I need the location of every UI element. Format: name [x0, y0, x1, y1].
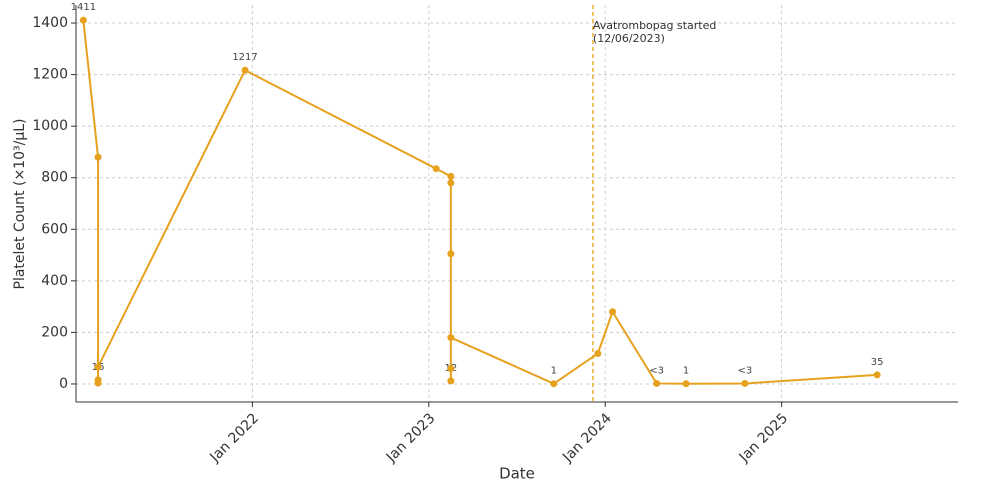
- data-point: [682, 380, 690, 388]
- data-label: <3: [737, 365, 752, 376]
- x-tick-label: Jan 2022: [206, 410, 262, 466]
- data-label: 1411: [71, 2, 96, 13]
- data-label: 1217: [232, 52, 257, 63]
- data-point: [94, 379, 102, 387]
- y-tick-label: 0: [59, 376, 68, 392]
- data-point: [653, 379, 661, 387]
- x-tick-label: Jan 2024: [559, 410, 615, 466]
- data-point: [447, 179, 455, 187]
- y-tick-label: 1000: [32, 118, 68, 134]
- y-tick-label: 1400: [32, 15, 68, 31]
- data-label: 1: [683, 366, 689, 377]
- y-axis-label: Platelet Count (×10³/µL): [12, 119, 28, 290]
- y-tick-label: 400: [41, 273, 68, 289]
- x-tick-label: Jan 2023: [383, 410, 439, 466]
- data-point: [447, 364, 455, 372]
- data-point: [873, 371, 881, 379]
- y-tick-label: 200: [41, 324, 68, 340]
- data-point: [447, 334, 455, 342]
- y-tick-label: 800: [41, 170, 68, 186]
- data-point: [550, 380, 558, 388]
- data-label: <3: [649, 365, 664, 376]
- annotation-subtext: (12/06/2023): [593, 32, 665, 45]
- data-point: [94, 363, 102, 371]
- data-point: [447, 172, 455, 180]
- data-point: [594, 350, 602, 358]
- x-tick-label: Jan 2025: [736, 410, 792, 466]
- data-label: 35: [871, 357, 884, 368]
- data-point: [609, 308, 617, 316]
- y-tick-label: 1200: [32, 67, 68, 83]
- x-axis-label: Date: [499, 465, 535, 483]
- data-point: [241, 66, 249, 74]
- data-point: [741, 379, 749, 387]
- data-point: [79, 16, 87, 24]
- data-point: [432, 165, 440, 173]
- y-tick-label: 600: [41, 221, 68, 237]
- annotation-text: Avatrombopag started: [593, 19, 716, 32]
- data-point: [447, 377, 455, 385]
- data-point: [447, 250, 455, 258]
- data-point: [94, 153, 102, 161]
- data-label: 1: [551, 366, 557, 377]
